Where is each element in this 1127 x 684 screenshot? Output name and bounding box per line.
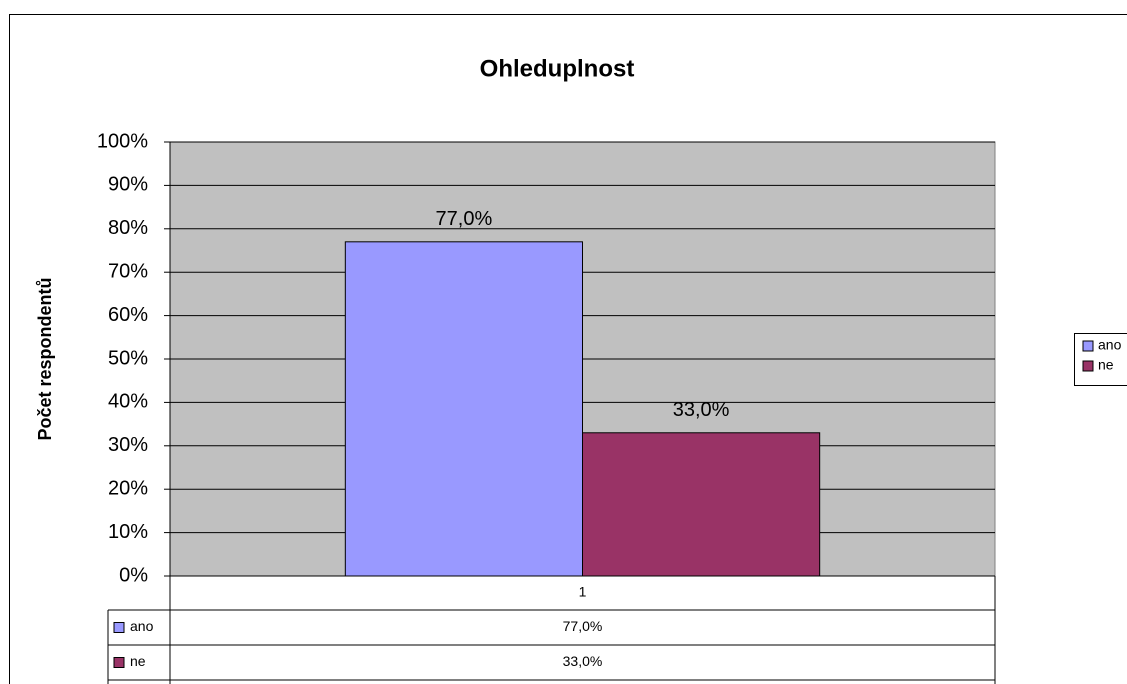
y-tick-label: 80%	[108, 217, 148, 239]
data-label: 77,0%	[436, 208, 493, 230]
table-value: 33,0%	[563, 653, 603, 669]
legend-label: ne	[1098, 357, 1114, 373]
y-tick-label: 10%	[108, 521, 148, 543]
legend-key	[1082, 360, 1094, 372]
table-value: 77,0%	[563, 618, 603, 634]
legend-label: ano	[1098, 337, 1122, 353]
data-label: 33,0%	[673, 399, 730, 421]
table-category: 1	[579, 584, 587, 600]
bar	[344, 241, 583, 577]
y-tick-label: 20%	[108, 477, 148, 499]
y-tick-label: 50%	[108, 347, 148, 369]
chart-title: Ohleduplnost	[480, 55, 635, 82]
legend-key	[1082, 340, 1094, 352]
y-tick-label: 70%	[108, 260, 148, 282]
y-tick-label: 100%	[97, 130, 148, 152]
y-tick-label: 90%	[108, 174, 148, 196]
y-tick-label: 0%	[119, 564, 148, 586]
y-tick-label: 60%	[108, 304, 148, 326]
table-legend-key	[113, 657, 125, 668]
bar	[582, 432, 821, 577]
table-series-name: ne	[130, 653, 146, 669]
y-tick-label: 30%	[108, 434, 148, 456]
table-series-name: ano	[130, 618, 154, 634]
table-legend-key	[113, 622, 125, 633]
y-axis-label: Počet respondentů	[35, 277, 55, 440]
y-tick-label: 40%	[108, 391, 148, 413]
